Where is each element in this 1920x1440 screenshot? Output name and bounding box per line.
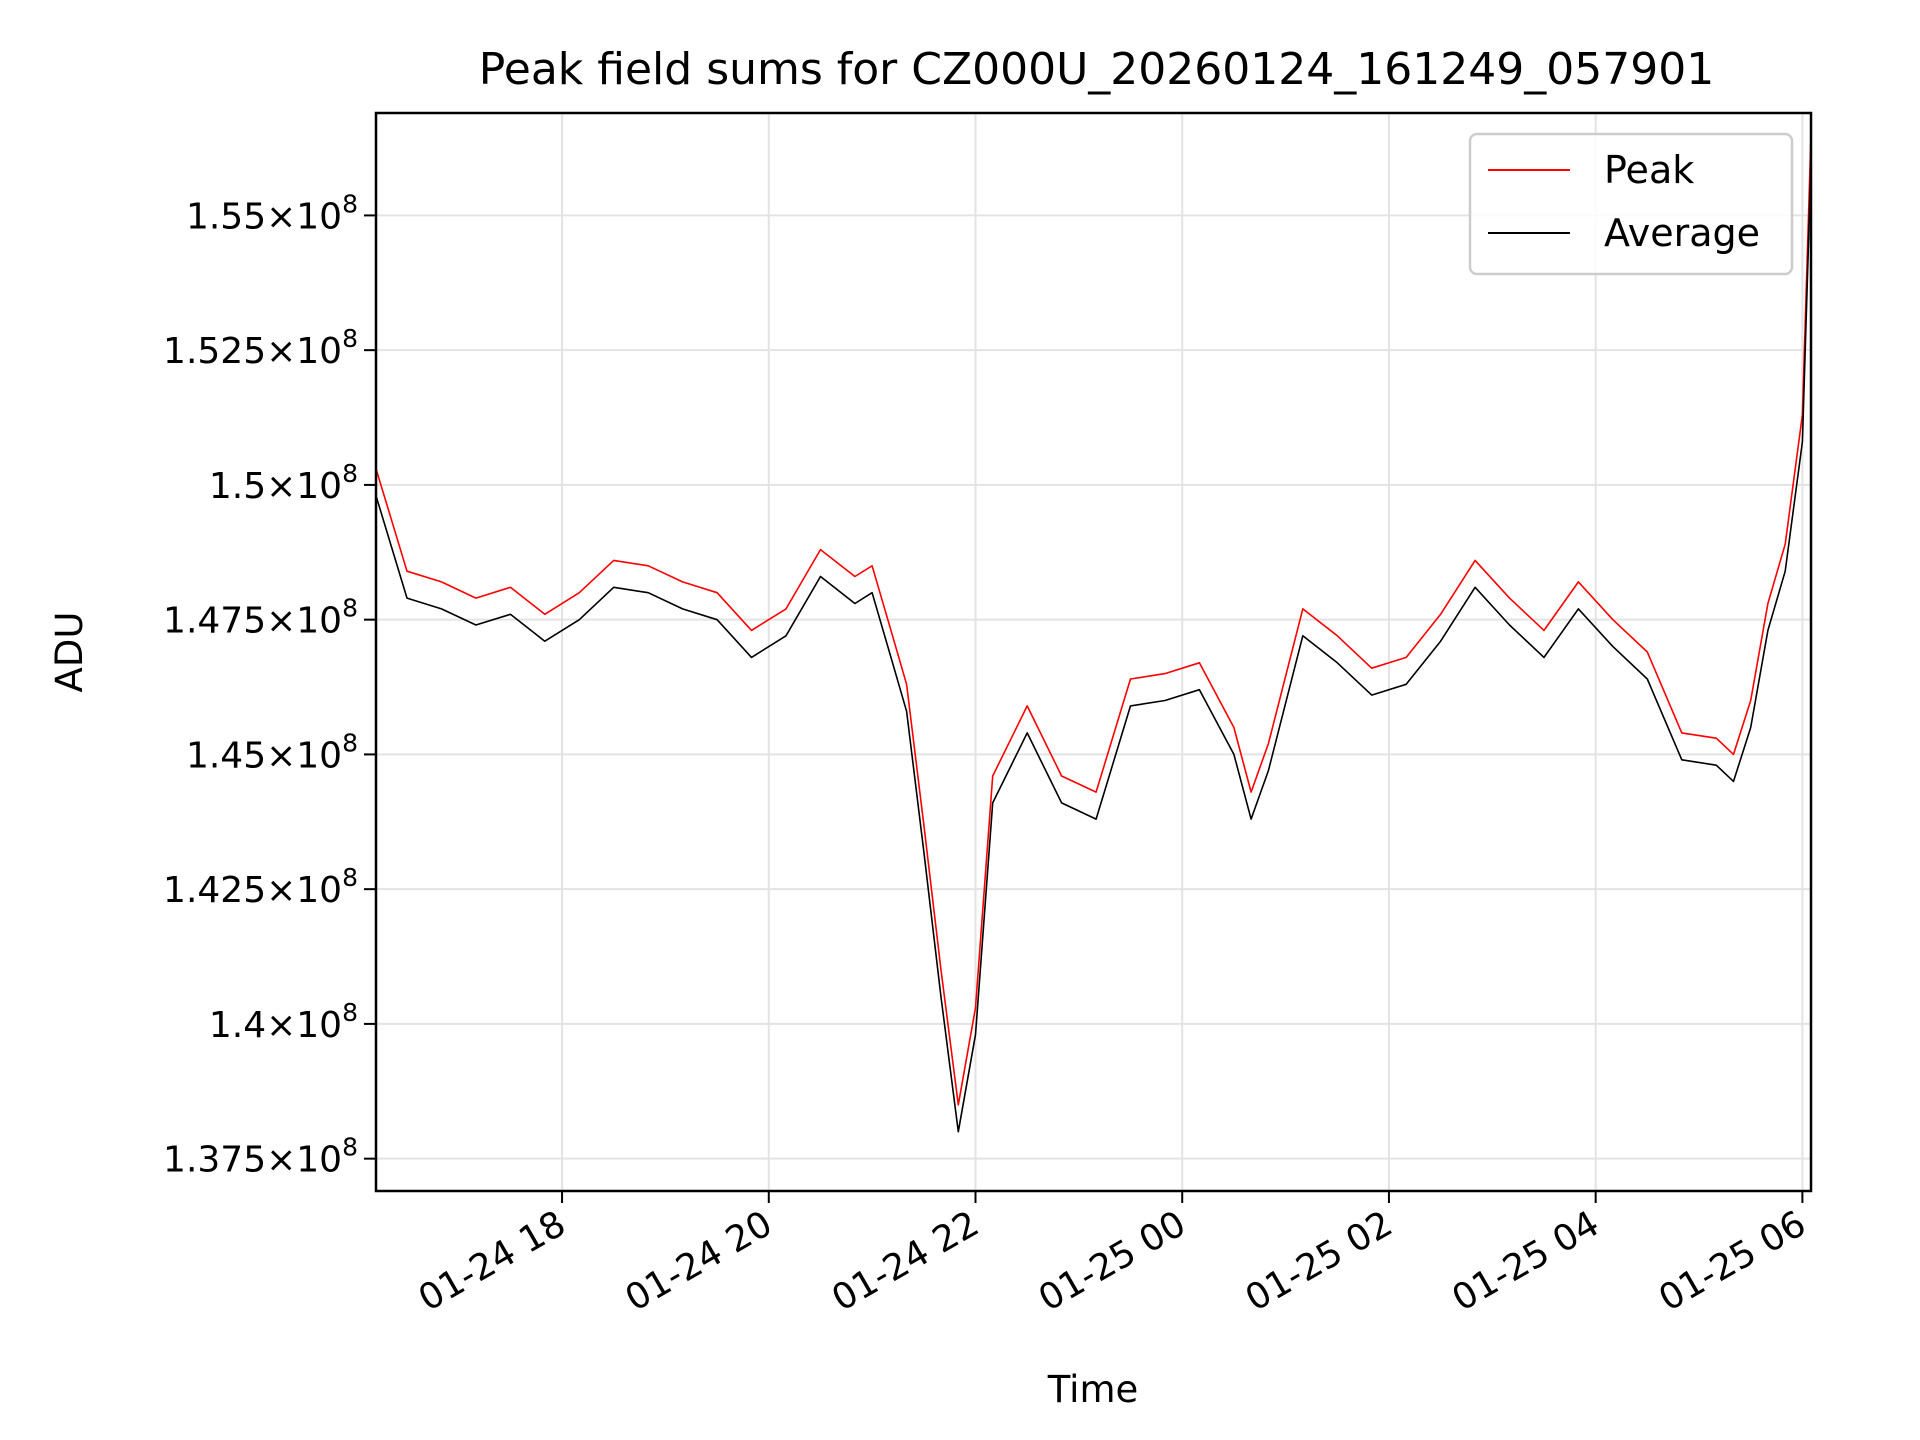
- x-tick-label: 01-25 02: [1239, 1203, 1400, 1319]
- y-tick-mantissa: 1.475: [163, 601, 266, 642]
- y-tick-label: 1.4×108: [209, 998, 358, 1046]
- series-layer: [375, 134, 1812, 1133]
- legend-label-peak: Peak: [1604, 148, 1694, 192]
- y-tick-label: 1.55×108: [186, 189, 358, 237]
- y-tick-mantissa: 1.5: [209, 466, 266, 507]
- y-tick-label: 1.475×108: [163, 594, 358, 642]
- series-line-average: [375, 161, 1812, 1133]
- y-axis-ticks: 1.375×108 1.4×108 1.425×108 1.45×108 1.475×1…: [163, 189, 376, 1181]
- y-tick-mantissa: 1.45: [186, 735, 266, 776]
- y-tick-exponent: 8: [342, 324, 358, 353]
- y-tick-label: 1.45×108: [186, 728, 358, 776]
- legend: Peak Average: [1468, 132, 1794, 276]
- x-tick-label: 01-24 22: [825, 1203, 986, 1319]
- y-tick-exponent: 8: [342, 459, 358, 488]
- y-tick-exponent: 8: [342, 728, 358, 757]
- chart-title: Peak field sums for CZ000U_20260124_1612…: [478, 44, 1715, 95]
- legend-label-average: Average: [1604, 211, 1760, 255]
- x-tick-label: 01-24 18: [412, 1203, 573, 1319]
- y-tick-mantissa: 1.55: [186, 196, 266, 237]
- y-tick-mantissa: 1.4: [209, 1005, 266, 1046]
- x-axis-title: Time: [1047, 1368, 1139, 1411]
- y-axis-title: ADU: [48, 612, 91, 693]
- grid-layer: [376, 113, 1811, 1191]
- y-tick-exponent: 8: [342, 594, 358, 623]
- x-tick-label: 01-25 00: [1032, 1203, 1193, 1319]
- y-tick-mantissa: 1.425: [163, 870, 266, 911]
- y-tick-mantissa: 1.375: [163, 1140, 266, 1181]
- y-tick-exponent: 8: [342, 189, 358, 218]
- x-tick-label: 01-24 20: [619, 1203, 780, 1319]
- y-tick-label: 1.525×108: [163, 324, 358, 372]
- x-tick-label: 01-25 06: [1652, 1203, 1813, 1319]
- series-line-peak: [375, 134, 1812, 1106]
- x-axis-ticks: 01-24 18 01-24 20 01-24 22 01-25 00 01-25 02…: [412, 1191, 1813, 1320]
- y-tick-label: 1.425×108: [163, 863, 358, 911]
- y-tick-exponent: 8: [342, 863, 358, 892]
- y-tick-exponent: 8: [342, 998, 358, 1027]
- x-tick-label: 01-25 04: [1445, 1203, 1606, 1319]
- y-tick-label: 1.5×108: [209, 459, 358, 507]
- y-tick-mantissa: 1.525: [163, 331, 266, 372]
- y-tick-label: 1.375×108: [163, 1133, 358, 1181]
- y-tick-exponent: 8: [342, 1133, 358, 1162]
- plot-area-frame: [374, 111, 1813, 1193]
